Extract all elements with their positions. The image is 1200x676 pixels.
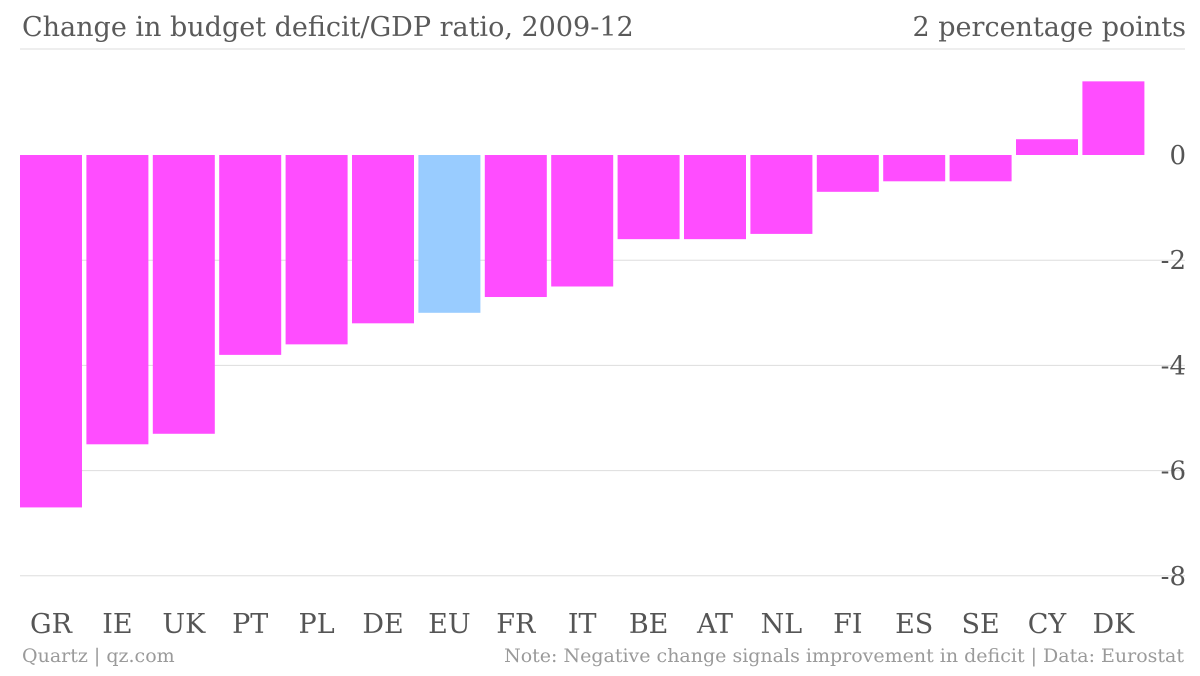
x-label-it: IT — [568, 609, 597, 640]
x-label-at: AT — [696, 609, 733, 640]
x-label-pl: PL — [299, 609, 335, 640]
x-label-es: ES — [895, 609, 933, 640]
bar-eu — [418, 155, 481, 313]
bar-dk — [1082, 81, 1145, 155]
bars — [20, 81, 1145, 508]
y-tick-label: -2 — [1161, 246, 1186, 276]
bar-de — [352, 155, 414, 324]
x-label-uk: UK — [162, 609, 206, 640]
x-label-fi: FI — [833, 609, 862, 640]
bar-pl — [285, 155, 348, 345]
bar-es — [883, 155, 946, 182]
bar-ie — [86, 155, 149, 445]
y-axis-ticks: 0 -2 -4 -6 -8 — [1161, 141, 1186, 592]
y-tick-label: -6 — [1161, 457, 1186, 487]
y-tick-label: -4 — [1161, 351, 1186, 381]
x-label-fr: FR — [496, 609, 536, 640]
x-label-se: SE — [961, 609, 999, 640]
chart-units: 2 percentage points — [912, 12, 1186, 43]
x-label-dk: DK — [1092, 609, 1135, 640]
bar-uk — [152, 155, 215, 434]
source-credit: Quartz | qz.com — [22, 645, 175, 667]
bar-nl — [750, 155, 813, 234]
y-tick-label: -8 — [1161, 562, 1186, 592]
x-label-cy: CY — [1028, 609, 1068, 640]
bar-fr — [484, 155, 547, 298]
bar-se — [949, 155, 1012, 182]
x-label-eu: EU — [428, 609, 470, 640]
x-label-nl: NL — [761, 609, 803, 640]
x-label-ie: IE — [102, 609, 132, 640]
y-tick-label: 0 — [1169, 141, 1186, 171]
bar-pt — [219, 155, 282, 355]
grid-lines — [20, 48, 1185, 577]
bar-gr — [20, 155, 82, 508]
bar-be — [617, 155, 680, 240]
chart-title: Change in budget deficit/GDP ratio, 2009… — [22, 12, 634, 43]
bar-fi — [816, 155, 879, 192]
x-axis-labels: GR IE UK PT PL DE EU FR IT BE AT NL FI ES SE CY DK — [30, 609, 1135, 640]
x-label-pt: PT — [232, 609, 268, 640]
x-label-gr: GR — [30, 609, 73, 640]
x-label-de: DE — [362, 609, 403, 640]
chart-note: Note: Negative change signals improvemen… — [504, 645, 1184, 667]
bar-it — [551, 155, 614, 287]
x-label-be: BE — [629, 609, 669, 640]
bar-cy — [1016, 139, 1078, 155]
bar-at — [684, 155, 746, 240]
